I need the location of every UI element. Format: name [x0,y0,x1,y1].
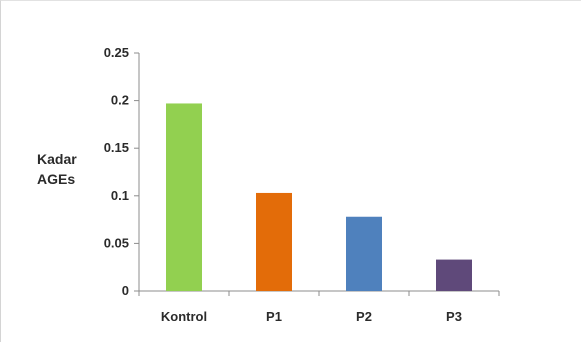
x-tick-labels: Kontrol P1 P2 P3 [161,309,462,324]
y-tick-label: 0.15 [104,140,129,155]
bars [166,103,472,292]
y-axis-label-line-1: Kadar [37,151,77,167]
y-tick-label: 0.25 [104,45,129,60]
y-tick-label: 0 [122,283,129,298]
y-axis-label-line-2: AGEs [37,171,75,187]
x-tick-label: P1 [266,309,282,324]
y-tick-label: 0.05 [104,235,129,250]
bar-p1 [256,192,292,291]
bar-kontrol [166,103,202,292]
y-tick-labels: 0 0.05 0.1 0.15 0.2 0.25 [104,45,129,298]
y-tick-label: 0.1 [111,188,129,203]
x-tick-label: P3 [446,309,462,324]
bar-p2 [346,216,382,291]
y-tick-label: 0.2 [111,93,129,108]
x-tick-label: P2 [356,309,372,324]
x-tick-label: Kontrol [161,309,207,324]
bar-p3 [436,259,472,291]
